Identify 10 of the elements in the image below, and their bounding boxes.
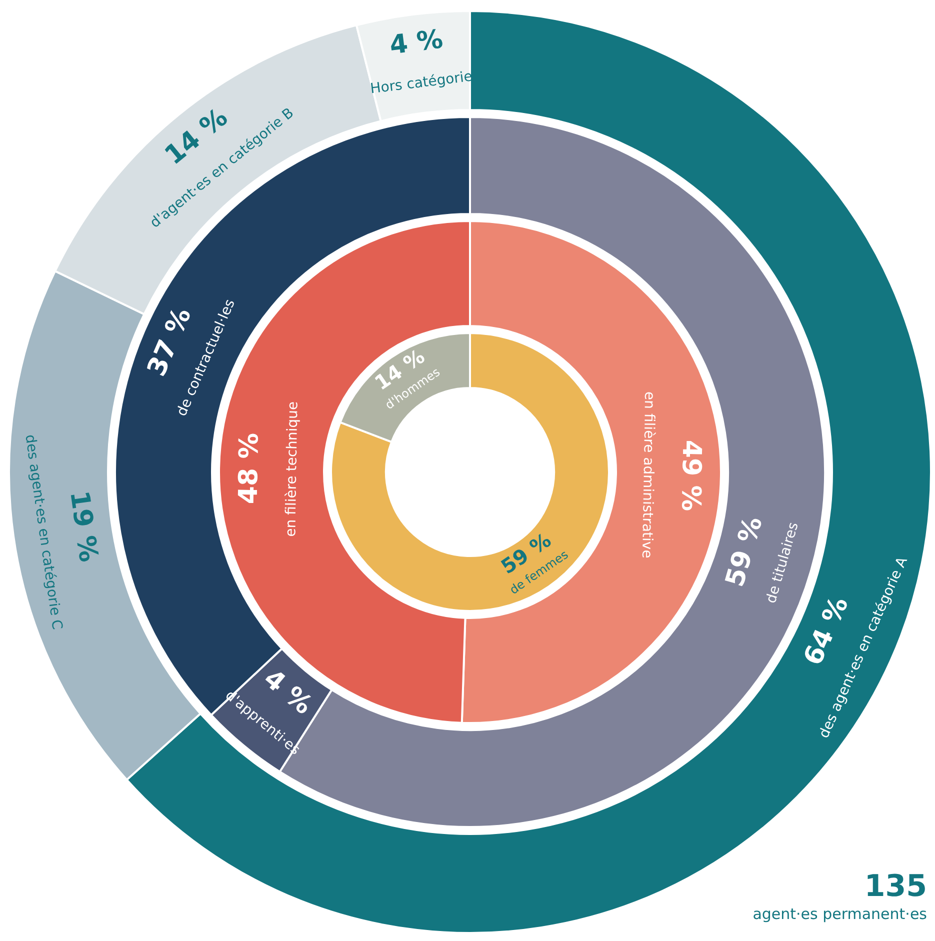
data-label: 19 % [64, 489, 104, 564]
slice-label: des agent·es en catégorie C [22, 434, 65, 631]
slice-label: en filière administrative [638, 391, 658, 558]
data-label: 4 % [388, 24, 445, 61]
slice-label: en filière technique [283, 401, 302, 537]
slice-label: Hors catégorie [369, 68, 474, 98]
data-label: 59 % [720, 513, 769, 590]
data-label: 49 % [675, 440, 706, 512]
text: 135 agent·es permanent·es [752, 869, 927, 923]
data-label: 48 % [234, 432, 265, 504]
